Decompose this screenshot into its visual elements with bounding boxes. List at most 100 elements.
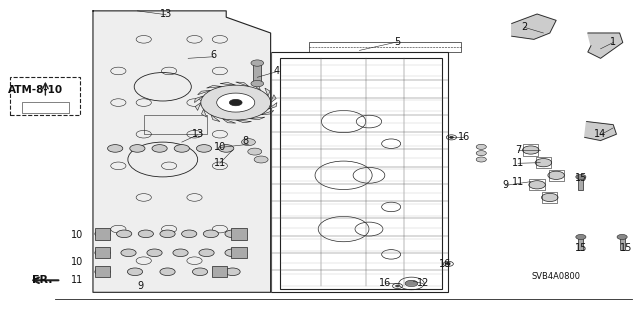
Circle shape — [199, 249, 214, 256]
Text: 6: 6 — [211, 50, 216, 60]
Circle shape — [147, 249, 162, 256]
Text: 8: 8 — [242, 136, 248, 145]
Circle shape — [95, 268, 110, 276]
Polygon shape — [93, 11, 271, 292]
Circle shape — [548, 171, 564, 179]
Circle shape — [152, 145, 167, 152]
Text: 9: 9 — [138, 281, 143, 291]
Text: 10: 10 — [214, 142, 226, 152]
Circle shape — [95, 249, 110, 256]
Text: 16: 16 — [439, 259, 451, 269]
Bar — [22, 102, 69, 113]
Polygon shape — [588, 33, 623, 58]
Circle shape — [251, 60, 264, 66]
Polygon shape — [195, 96, 204, 103]
Bar — [529, 179, 545, 190]
Bar — [144, 115, 207, 134]
Circle shape — [160, 230, 175, 238]
Polygon shape — [236, 120, 252, 123]
Circle shape — [251, 80, 264, 87]
Circle shape — [541, 193, 558, 202]
Circle shape — [225, 249, 240, 256]
Polygon shape — [252, 84, 260, 90]
Text: 15: 15 — [575, 243, 588, 253]
Text: 12: 12 — [417, 278, 429, 288]
Polygon shape — [220, 82, 236, 85]
Text: 15: 15 — [620, 243, 632, 253]
Circle shape — [116, 230, 132, 238]
Text: 13: 13 — [191, 129, 204, 139]
Circle shape — [476, 151, 486, 156]
Bar — [308, 42, 461, 52]
Circle shape — [225, 268, 240, 276]
Circle shape — [449, 137, 453, 138]
Circle shape — [127, 268, 143, 276]
Polygon shape — [195, 103, 201, 110]
Circle shape — [254, 156, 268, 163]
Text: 1: 1 — [610, 38, 616, 48]
Polygon shape — [207, 85, 222, 88]
Circle shape — [201, 85, 271, 120]
Circle shape — [174, 145, 189, 152]
Polygon shape — [265, 88, 270, 96]
Bar — [548, 170, 564, 181]
Bar — [542, 192, 557, 203]
Bar — [536, 157, 551, 168]
Circle shape — [396, 285, 399, 287]
Circle shape — [248, 148, 262, 155]
Polygon shape — [249, 117, 265, 120]
Text: 14: 14 — [595, 129, 607, 139]
Circle shape — [576, 174, 586, 179]
Circle shape — [182, 230, 197, 238]
Circle shape — [617, 234, 627, 240]
Text: 16: 16 — [379, 278, 391, 288]
Circle shape — [173, 249, 188, 256]
Circle shape — [95, 230, 110, 238]
Bar — [231, 247, 246, 258]
Circle shape — [446, 263, 450, 265]
Bar — [95, 266, 110, 278]
Circle shape — [476, 144, 486, 149]
Circle shape — [130, 145, 145, 152]
Polygon shape — [202, 109, 207, 117]
Text: 11: 11 — [71, 275, 83, 285]
Bar — [579, 237, 584, 250]
Polygon shape — [268, 103, 277, 109]
Circle shape — [476, 157, 486, 162]
Polygon shape — [271, 95, 276, 103]
Polygon shape — [260, 110, 274, 115]
Bar — [231, 228, 246, 240]
Bar — [271, 52, 448, 292]
Bar — [523, 144, 538, 156]
Circle shape — [196, 145, 212, 152]
Polygon shape — [211, 115, 220, 122]
Circle shape — [405, 280, 418, 286]
Polygon shape — [512, 14, 556, 39]
Circle shape — [576, 234, 586, 240]
Bar — [620, 237, 625, 250]
Bar — [95, 228, 110, 240]
Circle shape — [229, 100, 242, 106]
Text: FR.: FR. — [32, 275, 52, 285]
Text: 15: 15 — [575, 174, 588, 183]
Text: 11: 11 — [214, 158, 226, 168]
Circle shape — [160, 268, 175, 276]
Text: 11: 11 — [512, 158, 524, 168]
Circle shape — [217, 93, 255, 112]
Text: 5: 5 — [394, 37, 401, 47]
Bar — [10, 77, 80, 115]
Circle shape — [522, 146, 539, 154]
Bar — [280, 58, 442, 289]
Bar — [212, 266, 227, 278]
Polygon shape — [198, 90, 211, 95]
Circle shape — [121, 249, 136, 256]
Polygon shape — [236, 82, 249, 86]
Circle shape — [219, 145, 234, 152]
Text: ATM-8-10: ATM-8-10 — [8, 85, 63, 95]
Text: SVB4A0800: SVB4A0800 — [532, 272, 580, 281]
Text: 13: 13 — [160, 9, 172, 19]
Text: 10: 10 — [71, 257, 83, 267]
Text: 9: 9 — [502, 180, 508, 190]
Text: 10: 10 — [71, 230, 83, 241]
Text: 16: 16 — [458, 132, 470, 142]
